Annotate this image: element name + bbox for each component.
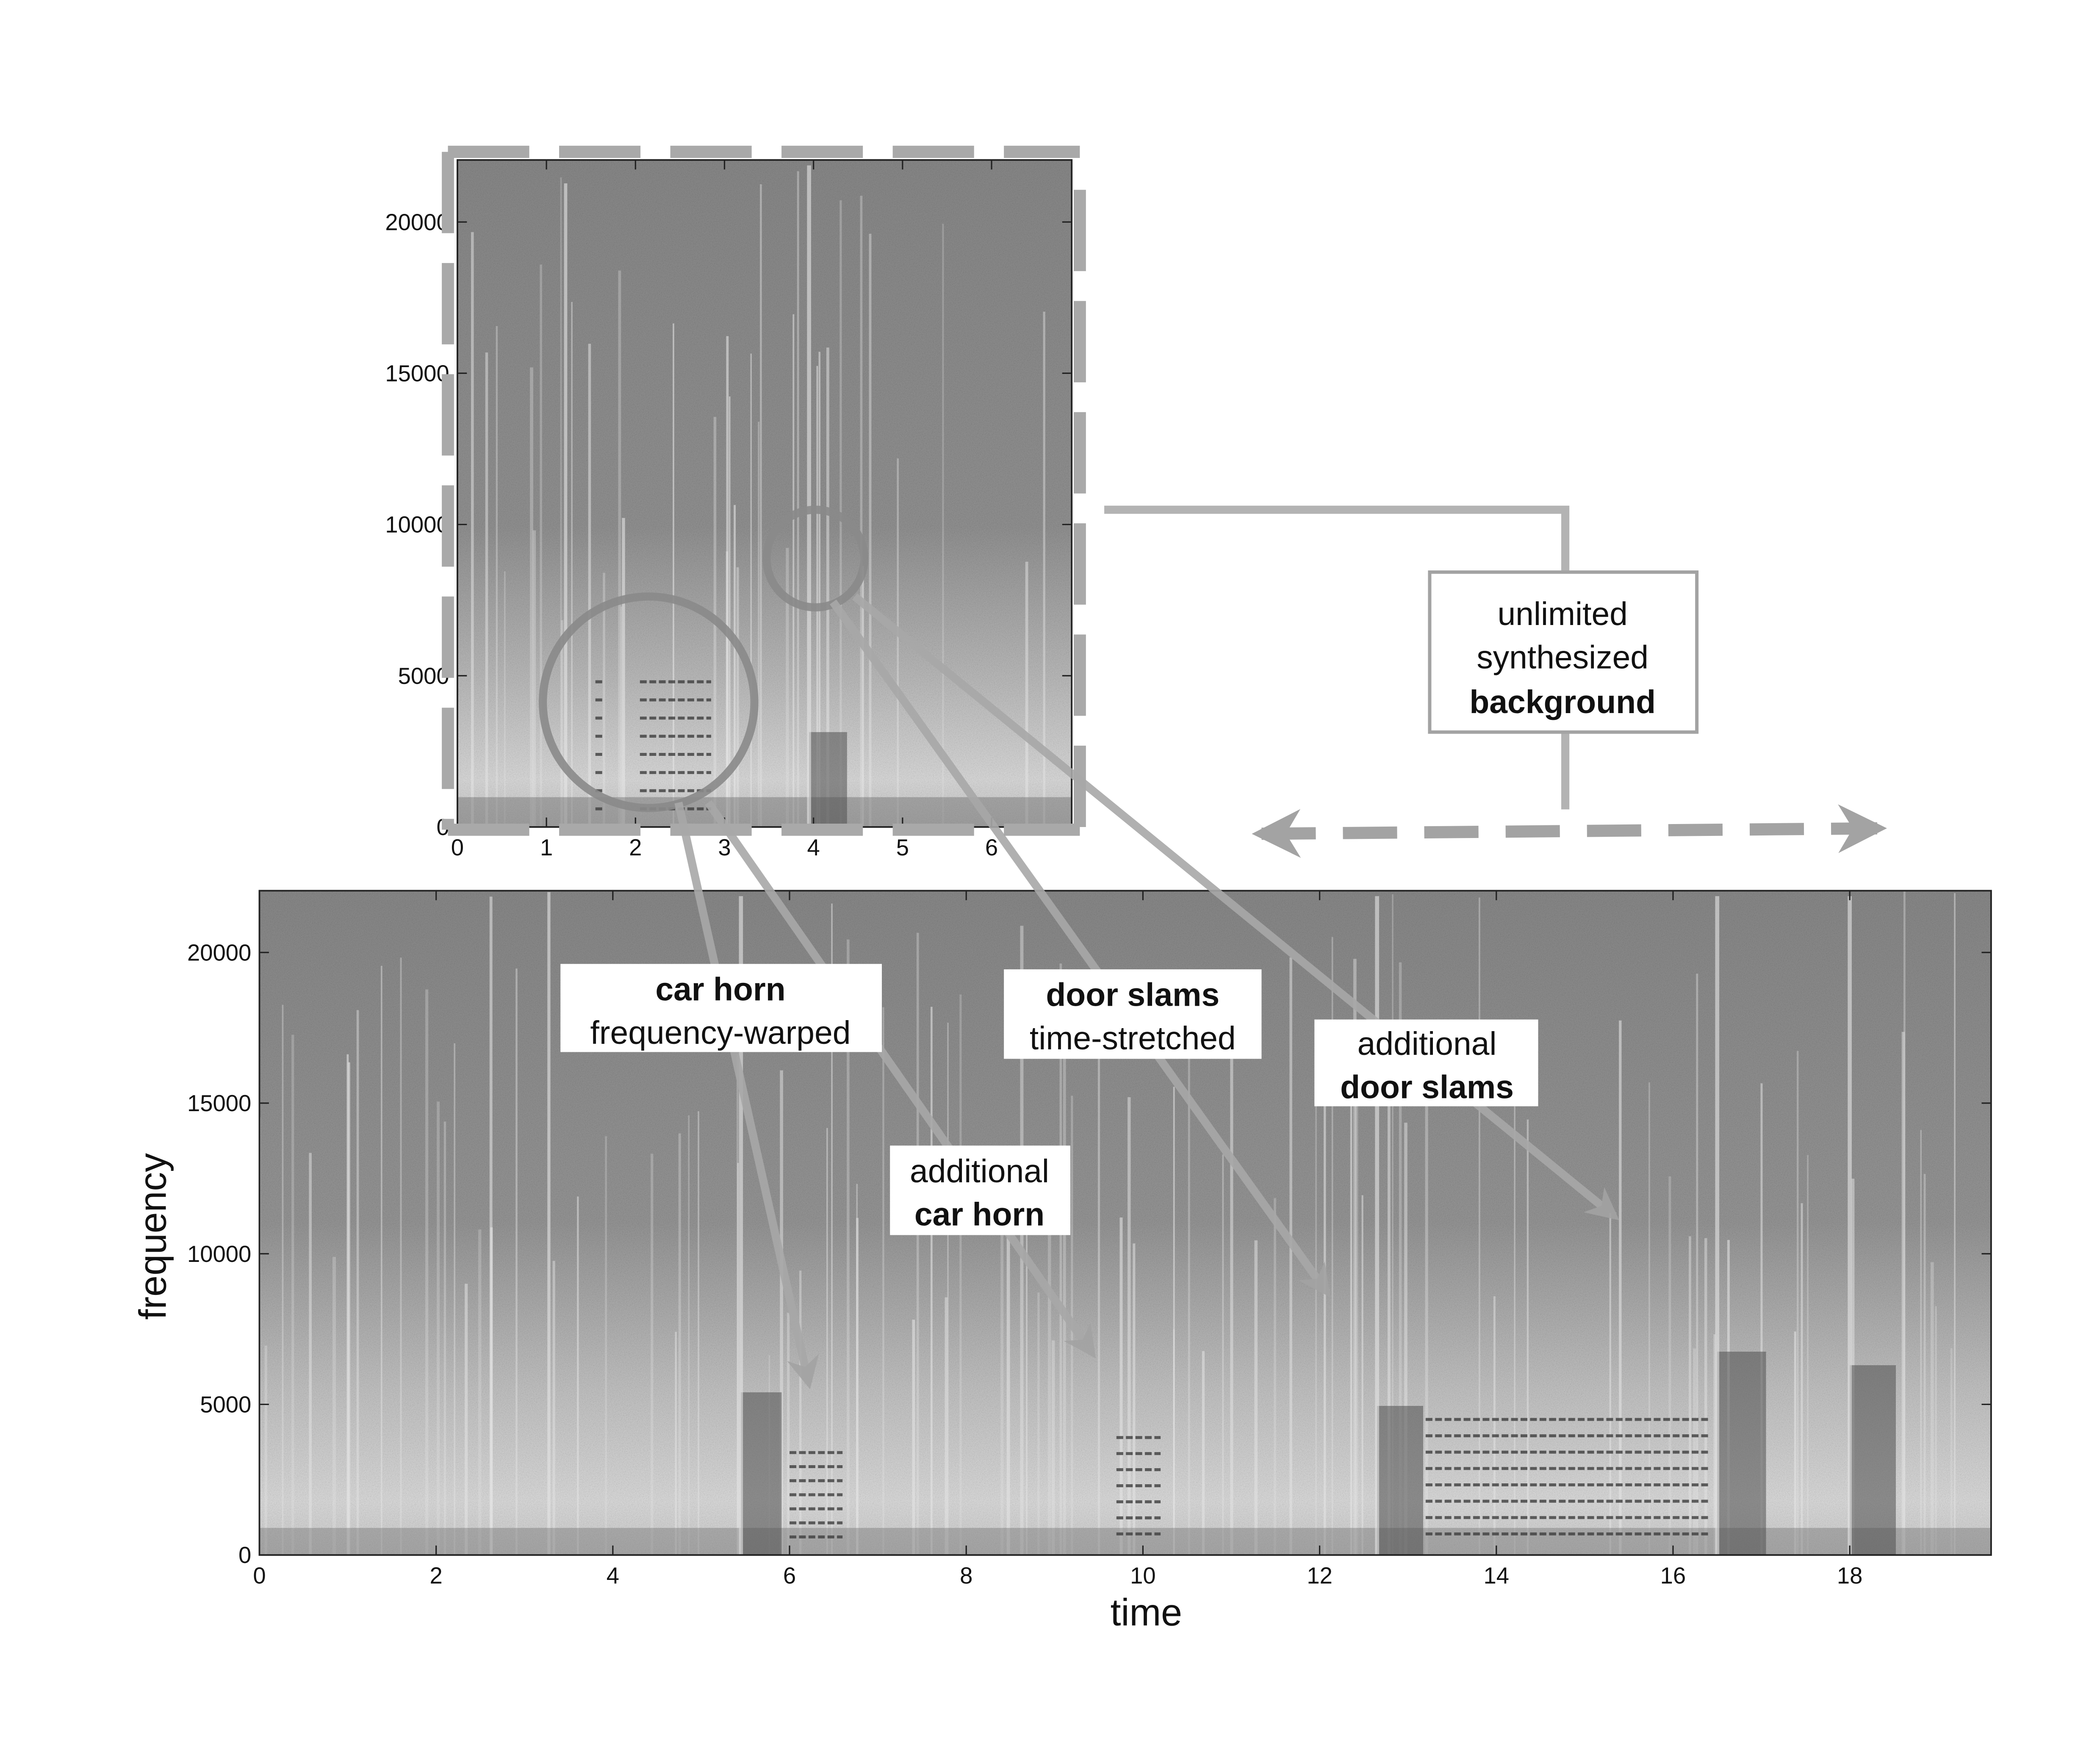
door-slam-burst (1377, 1406, 1424, 1555)
source-x-tick-label: 1 (540, 835, 553, 860)
arrow-additional-car-horn (705, 800, 1096, 1358)
synthesized-x-tick-label: 18 (1837, 1563, 1863, 1588)
arrow-additional-door-slams (852, 593, 1619, 1220)
label-additional-car-horn-line2: car horn (914, 1196, 1044, 1233)
car-horn-selection-circle (539, 592, 759, 812)
background-connector (1104, 506, 1570, 810)
source-y-tick-label: 15000 (385, 360, 449, 386)
door-slam-selection-circle (762, 506, 868, 611)
label-car-horn-line1: car horn (655, 971, 785, 1008)
synthesized-x-tick-label: 14 (1484, 1563, 1510, 1588)
synthesized-x-tick-label: 16 (1660, 1563, 1686, 1588)
synthesized-x-tick-label: 12 (1307, 1563, 1333, 1588)
label-additional-door-slams-line2: door slams (1340, 1069, 1514, 1105)
synthesized-y-tick-label: 20000 (187, 940, 251, 965)
synthesized-y-tick-label: 0 (238, 1542, 251, 1568)
label-door-slams: door slams time-stretched (1004, 969, 1262, 1059)
source-y-tick-label: 10000 (385, 512, 449, 538)
source-spectrogram-frame (457, 159, 1073, 828)
y-axis-label: frequency (132, 1153, 174, 1320)
label-background-line3: background (1469, 684, 1656, 720)
synthesized-x-tick-label: 0 (253, 1563, 266, 1588)
label-additional-car-horn-line1: additional (910, 1153, 1049, 1189)
source-y-tick-label: 20000 (385, 209, 449, 235)
source-x-tick-label: 2 (629, 835, 642, 860)
source-x-tick-label: 4 (807, 835, 820, 860)
synthesized-x-tick-label: 4 (607, 1563, 619, 1588)
synthesized-x-tick-label: 2 (430, 1563, 443, 1588)
door-slam-burst (741, 1392, 782, 1555)
low-frequency-band (259, 1528, 1991, 1555)
source-selection-frame (442, 146, 1086, 836)
label-background: unlimited synthesized background (1428, 570, 1699, 734)
source-y-tick-label: 5000 (398, 663, 449, 689)
label-background-line2: synthesized (1477, 639, 1648, 675)
label-background-line1: unlimited (1497, 596, 1627, 632)
label-door-slams-line1: door slams (1046, 977, 1219, 1013)
source-spectrogram-features (457, 165, 1072, 827)
door-slam-burst (809, 732, 847, 827)
mapping-arrows (674, 593, 1619, 1389)
background-extent-arrow (1252, 804, 1887, 858)
label-additional-car-horn: additional car horn (890, 1145, 1071, 1235)
source-spectrogram-area (457, 160, 1072, 827)
arrow-door-slams (829, 599, 1331, 1297)
source-x-tick-label: 0 (451, 835, 464, 860)
label-door-slams-line2: time-stretched (1030, 1020, 1236, 1057)
synthesized-y-tick-label: 15000 (187, 1090, 251, 1116)
synthesized-y-tick-label: 5000 (200, 1391, 251, 1417)
synthesized-x-tick-label: 8 (960, 1563, 972, 1588)
label-car-horn: car horn frequency-warped (560, 964, 882, 1052)
synthesized-spectrogram-features (258, 891, 1991, 1555)
low-frequency-band (457, 797, 1072, 827)
synthesized-spectrogram-ticks: 0 2 4 6 8 10 12 14 16 18 0 5000 10000 15000 20000 (187, 891, 1991, 1588)
x-axis-label: time (1111, 1591, 1182, 1634)
door-slam-burst (1850, 1365, 1896, 1555)
source-x-tick-label: 5 (896, 835, 909, 860)
source-x-tick-label: 6 (985, 835, 998, 860)
synthesized-x-tick-label: 10 (1130, 1563, 1156, 1588)
arrow-car-horn (674, 802, 819, 1389)
synthesized-y-tick-label: 10000 (187, 1241, 251, 1267)
synthesized-x-tick-label: 6 (783, 1563, 796, 1588)
door-slam-burst (1717, 1351, 1766, 1555)
label-additional-door-slams: additional door slams (1314, 1019, 1538, 1106)
label-additional-door-slams-line1: additional (1358, 1026, 1497, 1062)
synthesized-spectrogram-frame (258, 890, 1992, 1556)
label-car-horn-line2: frequency-warped (590, 1015, 851, 1051)
